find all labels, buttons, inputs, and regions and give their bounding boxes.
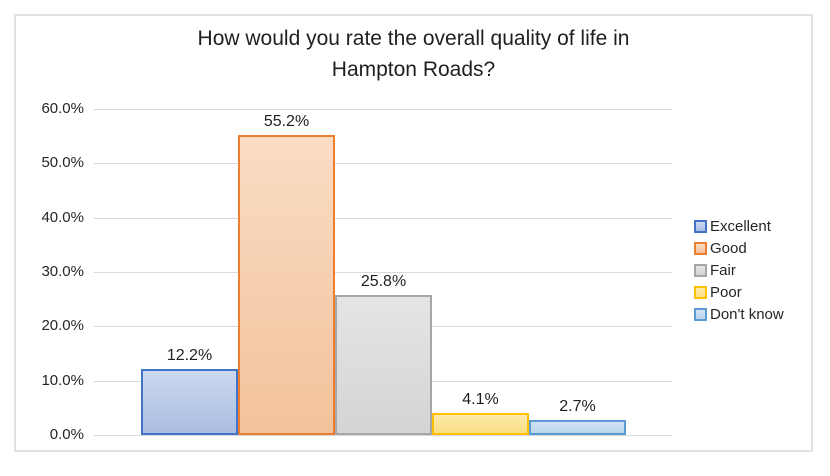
legend-item-fair: Fair xyxy=(694,259,784,281)
y-tick-label: 60.0% xyxy=(41,100,84,117)
bar-excellent xyxy=(141,369,238,435)
legend-item-good: Good xyxy=(694,237,784,259)
legend-swatch-icon xyxy=(694,263,707,277)
data-label: 55.2% xyxy=(263,113,310,130)
legend: Excellent Good Fair Poor Don't know xyxy=(694,215,784,325)
legend-swatch-icon xyxy=(694,285,707,299)
plot-area: 12.2% 55.2% 25.8% 4.1% 2.7% xyxy=(94,109,672,436)
gridline xyxy=(94,272,672,273)
legend-item-don-t-know: Don't know xyxy=(694,303,784,325)
y-tick-label: 40.0% xyxy=(41,209,84,226)
data-label: 25.8% xyxy=(360,273,407,290)
data-label: 4.1% xyxy=(462,391,499,408)
bar-don-t-know xyxy=(529,420,626,435)
gridline xyxy=(94,163,672,164)
bar-poor xyxy=(432,413,529,435)
data-label: 2.7% xyxy=(559,398,596,415)
y-tick-label: 20.0% xyxy=(41,317,84,334)
bar-good xyxy=(238,135,335,435)
legend-swatch-icon xyxy=(694,307,707,321)
bar-fair xyxy=(335,295,432,435)
legend-swatch-icon xyxy=(694,241,707,255)
data-label: 12.2% xyxy=(166,347,213,364)
chart-title: How would you rate the overall quality o… xyxy=(16,23,811,85)
legend-item-poor: Poor xyxy=(694,281,784,303)
legend-label: Excellent xyxy=(710,217,771,235)
chart-title-line-1: How would you rate the overall quality o… xyxy=(197,27,630,50)
gridline xyxy=(94,218,672,219)
gridline xyxy=(94,109,672,110)
legend-label: Good xyxy=(710,239,747,257)
legend-label: Don't know xyxy=(710,305,784,323)
legend-item-excellent: Excellent xyxy=(694,215,784,237)
chart-frame: How would you rate the overall quality o… xyxy=(14,14,813,452)
y-tick-label: 0.0% xyxy=(49,426,84,443)
y-tick-label: 50.0% xyxy=(41,154,84,171)
legend-label: Fair xyxy=(710,261,736,279)
chart-title-line-2: Hampton Roads? xyxy=(331,58,496,81)
y-tick-label: 10.0% xyxy=(41,372,84,389)
x-axis-line xyxy=(94,435,672,436)
y-tick-label: 30.0% xyxy=(41,263,84,280)
legend-swatch-icon xyxy=(694,219,707,233)
legend-label: Poor xyxy=(710,283,742,301)
